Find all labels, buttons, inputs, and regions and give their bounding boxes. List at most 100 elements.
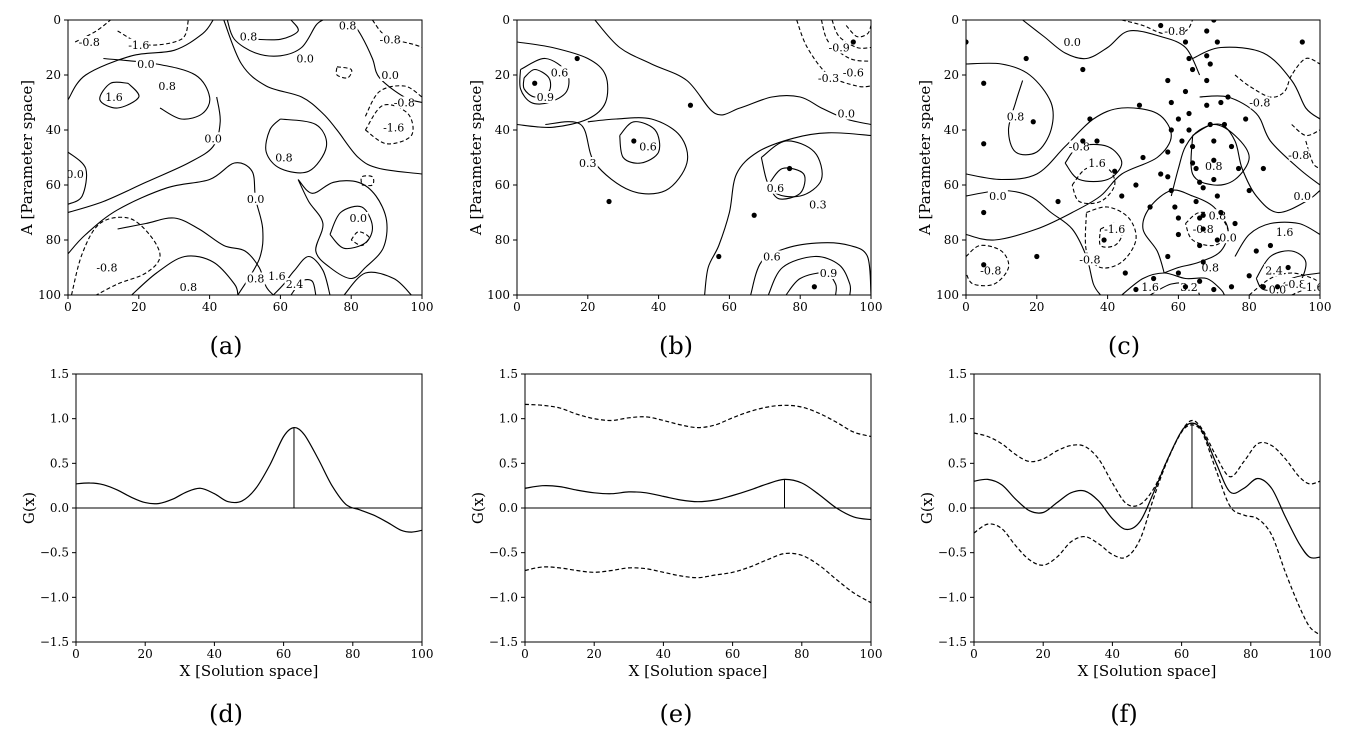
sample-point [1151,275,1157,282]
contour-line-dashed [117,20,189,46]
sample-point [1260,284,1266,290]
contour-level-label: -0.8 [1079,253,1100,266]
sample-point [1122,270,1128,276]
y-tick-label: −1.0 [489,590,518,604]
sample-point [1243,116,1249,122]
sample-point [1175,270,1181,276]
contour-label-bg [549,66,570,79]
contour-level-label: 0.9 [820,267,838,280]
x-tick-label: 20 [580,300,595,314]
panel-f: (f) 0 20 40 60 80 100 1.5 1.0 0.5 0.0 −0.5 −1.0 −1.5… [918,367,1331,728]
sample-point [1204,53,1210,59]
y-tick-label: 0.5 [948,456,967,470]
x-tick-label: 80 [794,647,809,661]
sample-point [1211,20,1217,23]
contour-label-bg [1200,261,1221,274]
contour-level-label: 0.0 [381,69,399,82]
contour-label-bg [68,168,86,180]
sample-point [850,39,856,45]
y-tick-label: 1.0 [499,412,518,426]
contour-label-bg [1005,110,1026,123]
contour-line-solid [223,20,422,175]
contour-level-label: 0.0 [296,53,314,66]
contour-label-bg [128,38,149,51]
contour-label-bg [1164,25,1185,37]
contour-label-bg [383,121,404,134]
contour-label-bg [104,91,125,103]
panel-c-plot-area: 0.0-0.80.8-0.8-0.80.0-0.81.6 0.80.0-1.6-0… [966,20,1320,295]
y-tick-label: 40 [46,123,61,137]
contour-label-bg [1203,159,1224,172]
sample-point [1253,248,1259,254]
y-tick-label: −1.5 [489,635,518,649]
y-tick-label: 60 [944,178,959,192]
contour-line-solid [594,20,871,126]
x-tick-label: 100 [860,300,883,314]
y-tick-label: 0.5 [50,456,69,470]
sample-point [631,138,637,144]
contour-label-bg [980,264,1001,277]
contour-label-bg [380,33,401,46]
panel-a-axes-frame [67,19,423,296]
sample-point [1101,237,1107,243]
sample-point [1211,157,1217,163]
contour-label-bg [266,269,287,282]
contour-line-solid [767,255,852,295]
contour-level-label: 0.0 [247,193,265,206]
x-tick-label: 80 [344,300,359,314]
sample-point [786,165,793,172]
panel-a-plot-area: -0.8 -1.60.00.81.60.80.80.0-0.80.0-0.8-1.… [68,20,422,295]
sample-point [1214,39,1220,45]
contour-level-label: -0.8 [1285,278,1306,291]
contour-line-solid [329,205,374,250]
sample-point [1165,77,1171,84]
contour-line-dashed [364,104,414,145]
contour-level-label: -0.6 [843,66,864,79]
contour-label-bg [1249,96,1270,109]
contour-level-label: 0.8 [1205,160,1223,173]
sample-point [1299,39,1305,45]
sample-point [606,198,612,205]
contour-line-dashed [1291,124,1320,137]
panel-e: (e) 0 20 40 60 80 100 1.5 1.0 0.5 0.0 −0.5 −1.0 −1.5… [469,367,882,728]
sample-point [1207,121,1213,128]
contour-level-label: 1.6 [105,91,123,104]
contour-line-solid [1234,221,1320,257]
sample-point [1182,284,1189,290]
sample-point [1168,99,1174,106]
contour-level-label: -0.8 [1164,25,1185,38]
contour-label-bg [807,198,828,211]
contour-label-bg [1179,280,1200,293]
contour-level-label: 0.8 [180,281,198,294]
panel-c-axes-frame [965,19,1321,296]
contour-level-label: 0.9 [537,91,555,104]
contour-line-solid [966,107,1172,241]
contour-level-label: 0.8 [240,31,258,44]
sample-point [1158,22,1164,29]
contour-level-label: 0.0 [989,190,1007,203]
contour-line-solid [1142,189,1229,274]
contour-line-solid [68,20,214,101]
contour-line-solid [750,242,871,295]
sample-point [1207,61,1213,67]
y-tick-label: 40 [944,123,959,137]
sample-point [1204,102,1210,108]
sample-point [1168,127,1174,133]
contour-label-bg [295,52,316,65]
sample-point [1168,187,1174,194]
sample-point [1200,259,1206,265]
contour-line-dashed [1084,206,1137,269]
contour-line-solid [1170,123,1320,214]
contour-line-solid [226,20,324,57]
contour-line-solid [68,151,88,205]
contour-label-bg [1140,280,1161,293]
panel-f-plot-area [974,419,1320,636]
sample-point [1165,253,1171,260]
panel-f-y-axis-label: G(x) [918,492,936,524]
contour-level-label: 0.6 [763,251,781,264]
x-tick-label: 60 [273,300,288,314]
sample-point [1189,160,1196,166]
sample-point [1197,242,1203,249]
x-tick-label: 60 [1171,300,1186,314]
contour-level-label: 3.2 [1180,281,1198,294]
